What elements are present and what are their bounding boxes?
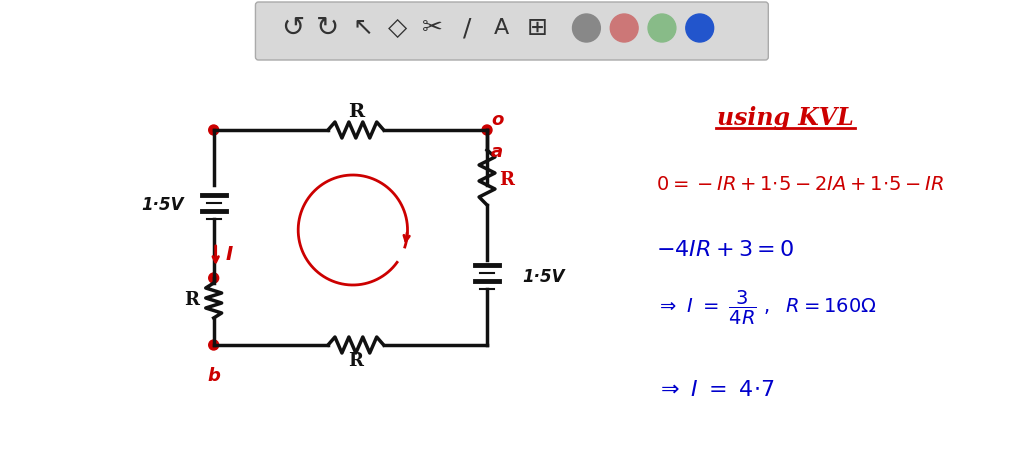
Text: 1·5V: 1·5V [522, 268, 564, 286]
Circle shape [572, 14, 600, 42]
Text: ↖: ↖ [352, 16, 374, 40]
Text: ↻: ↻ [316, 14, 340, 42]
FancyBboxPatch shape [255, 2, 768, 60]
Text: R: R [348, 103, 364, 121]
Text: ↺: ↺ [282, 14, 305, 42]
Text: R: R [500, 171, 514, 189]
Circle shape [648, 14, 676, 42]
Text: using KVL: using KVL [717, 106, 854, 130]
Text: $0 = -IR+1{\cdot}5-2IA+1{\cdot}5-IR$: $0 = -IR+1{\cdot}5-2IA+1{\cdot}5-IR$ [656, 176, 944, 194]
Text: R: R [184, 291, 200, 309]
Circle shape [209, 273, 219, 283]
Text: R: R [348, 352, 364, 370]
Text: ✂: ✂ [422, 16, 442, 40]
Text: $-4IR + 3 = 0$: $-4IR + 3 = 0$ [656, 239, 795, 261]
Text: ⊞: ⊞ [526, 16, 547, 40]
Text: /: / [463, 16, 471, 40]
Circle shape [209, 125, 219, 135]
Text: ◇: ◇ [388, 16, 408, 40]
Text: 1·5V: 1·5V [141, 196, 184, 214]
Text: I: I [225, 245, 232, 264]
Circle shape [610, 14, 638, 42]
Text: o: o [490, 111, 504, 129]
Circle shape [209, 340, 219, 350]
Text: a: a [490, 143, 503, 161]
Text: b: b [207, 367, 220, 385]
Text: $\Rightarrow\ I\ =\ \dfrac{3}{4R}\ ,\ \ R = 160\Omega$: $\Rightarrow\ I\ =\ \dfrac{3}{4R}\ ,\ \ … [656, 289, 877, 327]
Circle shape [482, 125, 492, 135]
Text: A: A [495, 18, 510, 38]
Circle shape [686, 14, 714, 42]
Text: $\Rightarrow\ I\ =\ 4{\cdot}7$: $\Rightarrow\ I\ =\ 4{\cdot}7$ [656, 379, 774, 401]
